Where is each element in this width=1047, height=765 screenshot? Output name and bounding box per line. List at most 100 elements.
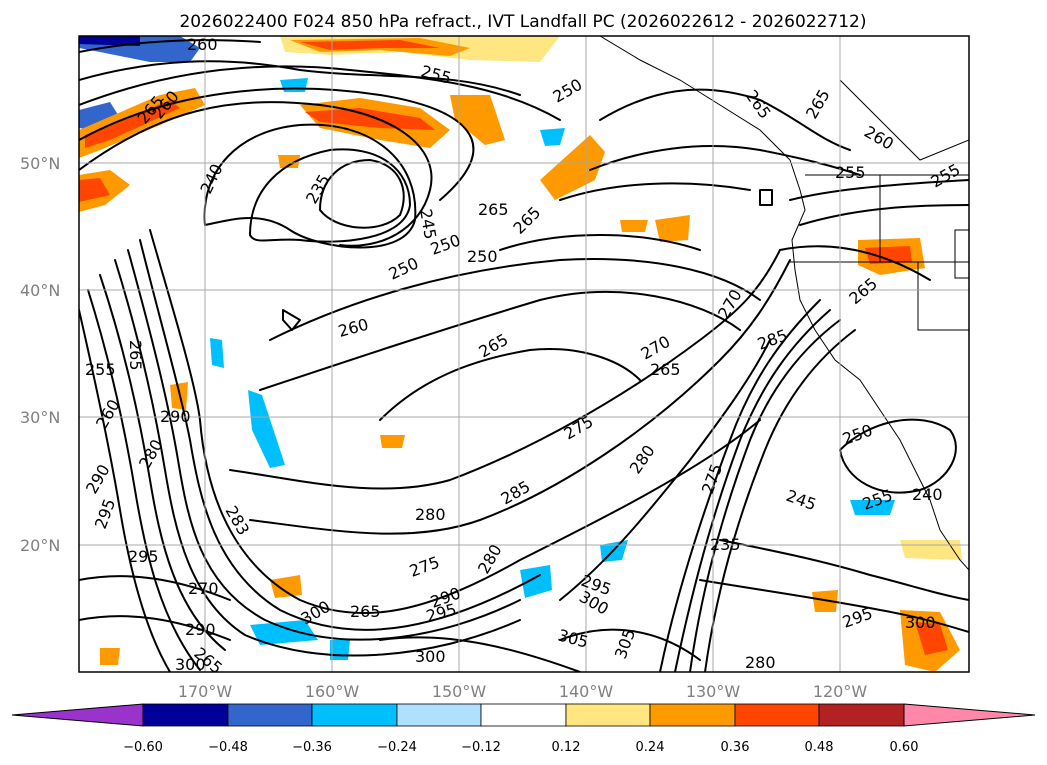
contour-label: 300 (415, 647, 446, 666)
contour-line (559, 628, 701, 661)
contour-line (559, 182, 751, 201)
state-border (917, 262, 969, 331)
contour-line (719, 539, 969, 601)
contour-line (282, 309, 301, 331)
contour-line (127, 249, 521, 641)
contour-label: 260 (187, 35, 218, 54)
north-america-coastline (599, 36, 969, 571)
contour-line (79, 575, 231, 601)
positive-anomaly-patch (278, 155, 300, 168)
negative-anomaly-patch (520, 565, 552, 598)
negative-anomaly-patch (540, 128, 565, 146)
latitude-labels: 50°N 40°N 30°N 20°N (20, 154, 60, 555)
colorbar-tick-label: 0.12 (552, 740, 581, 755)
contour-line (79, 309, 171, 672)
contour-line (704, 329, 856, 672)
positive-anomaly-patch (305, 108, 435, 130)
contour-line (79, 615, 231, 641)
lon-label: 150°W (432, 682, 487, 701)
contour-line (139, 239, 541, 631)
colorbar-tick-label: −0.12 (461, 740, 501, 755)
contour-label: 300 (175, 655, 206, 674)
lat-label: 30°N (20, 408, 60, 427)
contour-line (79, 87, 475, 201)
positive-anomaly-patch (85, 100, 180, 148)
contour-line (79, 60, 521, 96)
refractivity-contours (79, 39, 969, 672)
contour-label: 265 (478, 200, 509, 219)
negative-anomaly-patch (280, 78, 308, 92)
colorbar-tick-label: −0.36 (292, 740, 332, 755)
negative-anomaly-patch (330, 640, 350, 660)
contour-label: 255 (835, 163, 866, 182)
contour-label: 240 (912, 485, 943, 504)
lat-lon-grid (79, 36, 969, 672)
contour-line (114, 259, 521, 657)
lon-label: 160°W (305, 682, 360, 701)
contour-line (689, 319, 841, 672)
positive-anomaly-patch (620, 220, 648, 232)
contour-line (799, 204, 969, 226)
contour-line (99, 274, 226, 651)
colorbar-tick-label: 0.36 (721, 740, 750, 755)
positive-anomaly-patch (300, 40, 440, 50)
positive-anomaly-patch (915, 622, 948, 655)
lat-label: 40°N (20, 281, 60, 300)
contour-line (269, 258, 761, 341)
contour-line (149, 229, 761, 615)
contour-line (87, 289, 201, 671)
colorbar-tick-label: 0.60 (890, 740, 919, 755)
contour-line (259, 290, 741, 391)
positive-anomaly-patch (450, 95, 505, 145)
contour-line (499, 234, 701, 251)
lon-label: 120°W (813, 682, 868, 701)
contour-label: 280 (745, 653, 776, 672)
contour-line (319, 159, 405, 229)
lat-label: 50°N (20, 154, 60, 173)
contour-line (379, 348, 641, 421)
colorbar-high-extend (903, 703, 1036, 727)
contour-line (79, 65, 561, 121)
contour-line (79, 39, 261, 53)
contour-line (699, 579, 969, 633)
colorbar-tick-label: 0.24 (636, 740, 665, 755)
state-border (954, 229, 969, 279)
contour-label: 255 (85, 360, 116, 379)
contour-label: 265 (650, 360, 681, 379)
contour-line (599, 88, 851, 151)
contour-label: 270 (188, 579, 219, 598)
negative-anomaly-patch (210, 338, 224, 368)
contour-label: 235 (710, 535, 741, 554)
contour-label: 265 (350, 602, 381, 621)
colorbar-bin (396, 703, 482, 727)
contour-line (779, 245, 931, 281)
colorbar-tick-label: 0.48 (805, 740, 834, 755)
map-background (79, 36, 969, 672)
colorbar-tick-label: −0.24 (377, 740, 417, 755)
negative-anomaly-patch (250, 620, 318, 645)
colorbar-low-extend (11, 703, 144, 727)
lon-label: 130°W (686, 682, 741, 701)
colorbar: −0.60 −0.48 −0.36 −0.24 −0.12 0.12 0.24 … (11, 703, 1036, 755)
colorbar-bin (565, 703, 651, 727)
colorbar-bin (227, 703, 313, 727)
contour-line (379, 636, 581, 672)
positive-anomaly-patch (270, 575, 302, 598)
negative-anomaly-patch (248, 390, 285, 468)
negative-anomaly-patch (79, 36, 140, 46)
colorbar-bin (818, 703, 905, 727)
negative-anomaly-patch (850, 500, 895, 515)
positive-anomaly-patch (865, 246, 912, 264)
negative-anomaly-patch (79, 102, 120, 130)
contour-label: 295 (128, 547, 159, 566)
colorbar-tick-label: −0.48 (208, 740, 248, 755)
colorbar-bin (311, 703, 398, 727)
contour-label: 290 (160, 407, 191, 426)
colorbar-bin (734, 703, 820, 727)
contour-label: 290 (185, 620, 216, 639)
colorbar-bin (649, 703, 736, 727)
contour-line (674, 309, 831, 672)
contour-label: 280 (415, 505, 446, 524)
coastlines (599, 36, 969, 571)
